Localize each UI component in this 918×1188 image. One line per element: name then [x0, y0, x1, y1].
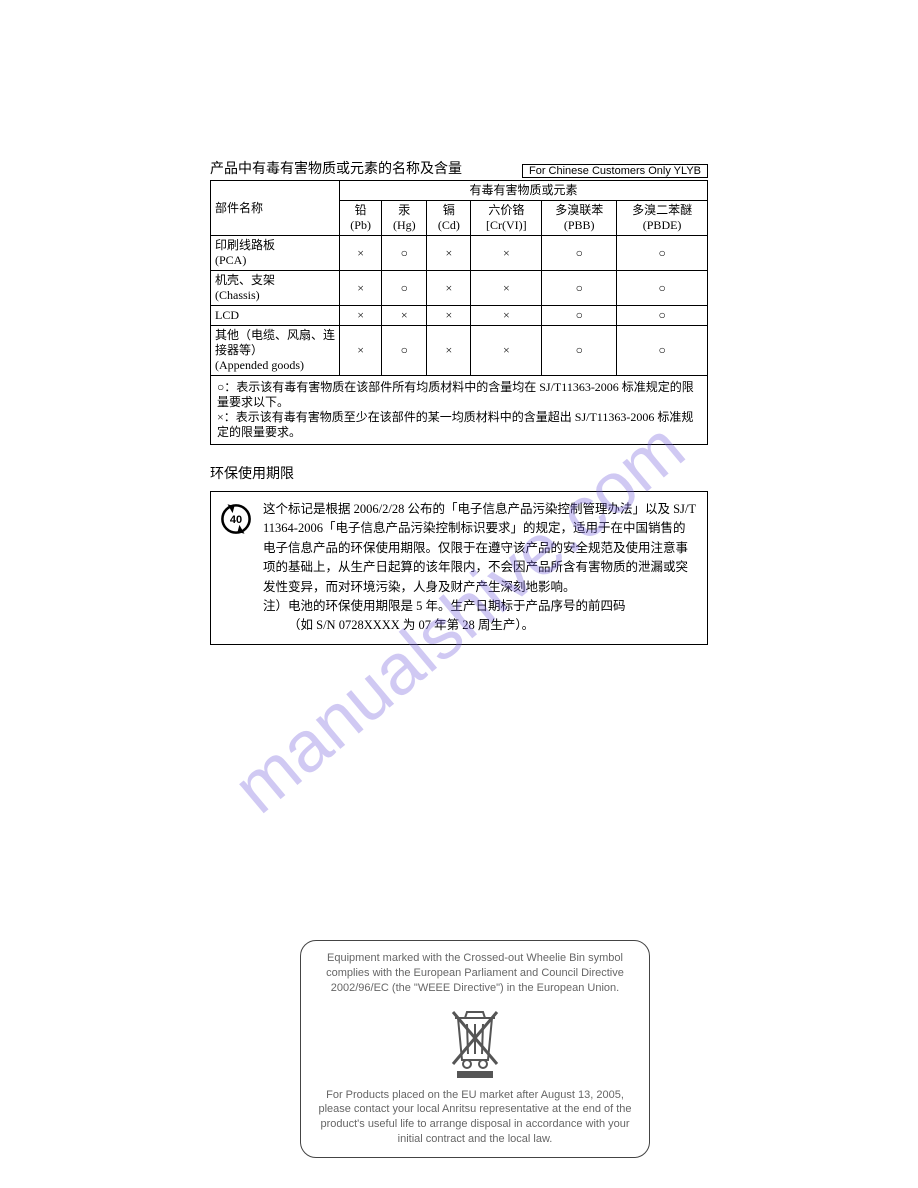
cell: ×: [471, 236, 542, 271]
cell: ×: [471, 271, 542, 306]
col-pbde-top: 多溴二苯醚: [632, 203, 692, 217]
col-pb-top: 铅: [355, 203, 367, 217]
svg-text:40: 40: [230, 514, 242, 526]
title-row: 产品中有毒有害物质或元素的名称及含量 For Chinese Customers…: [210, 158, 708, 178]
cell: ○: [542, 271, 617, 306]
col-cd-top: 镉: [443, 203, 455, 217]
col-hg-top: 汞: [398, 203, 410, 217]
cell: ○: [617, 326, 708, 376]
cell: ×: [427, 271, 471, 306]
env-section-title: 环保使用期限: [210, 463, 708, 483]
cell: ×: [471, 326, 542, 376]
env-40-icon: 40: [219, 500, 253, 636]
cell: ○: [542, 306, 617, 326]
cell: ×: [427, 326, 471, 376]
row3-en: (Appended goods): [215, 358, 304, 372]
env-p1: 这个标记是根据 2006/2/28 公布的「电子信息产品污染控制管理办法」以及 …: [263, 500, 697, 597]
table-row: 机壳、支架(Chassis) × ○ × × ○ ○: [211, 271, 708, 306]
row2-cn: LCD: [215, 308, 239, 322]
col-pbb-bot: (PBB): [564, 218, 595, 232]
weee-top-text: Equipment marked with the Crossed-out Wh…: [315, 951, 635, 996]
cell: ×: [340, 271, 382, 306]
weee-bottom-text: For Products placed on the EU market aft…: [315, 1088, 635, 1147]
row1-cn: 机壳、支架: [215, 273, 275, 287]
cell: ○: [617, 236, 708, 271]
col-pbb-top: 多溴联苯: [555, 203, 603, 217]
col-hg-bot: (Hg): [393, 218, 416, 232]
cell: ○: [617, 306, 708, 326]
substance-group-header: 有毒有害物质或元素: [340, 181, 708, 201]
row0-cn: 印刷线路板: [215, 238, 275, 252]
legend-x: ×：表示该有毒有害物质至少在该部件的某一均质材料中的含量超出 SJ/T11363…: [217, 410, 701, 440]
crossed-wheelie-bin-icon: [445, 1004, 505, 1080]
legend-o: ○：表示该有毒有害物质在该部件所有均质材料中的含量均在 SJ/T11363-20…: [217, 380, 701, 410]
cell: ×: [340, 326, 382, 376]
env-p3: （如 S/N 0728XXXX 为 07 年第 28 周生产）。: [263, 616, 697, 635]
hazardous-substances-table: 部件名称 有毒有害物质或元素 铅(Pb) 汞(Hg) 镉(Cd) 六价铬[Cr(…: [210, 180, 708, 445]
cell: ×: [382, 306, 427, 326]
col-pbde-bot: (PBDE): [643, 218, 682, 232]
weee-directive-box: Equipment marked with the Crossed-out Wh…: [300, 940, 650, 1158]
part-header: 部件名称: [211, 181, 340, 236]
cell: ×: [340, 236, 382, 271]
env-text: 这个标记是根据 2006/2/28 公布的「电子信息产品污染控制管理办法」以及 …: [263, 500, 697, 636]
col-pb-bot: (Pb): [350, 218, 371, 232]
cell: ○: [617, 271, 708, 306]
row1-en: (Chassis): [215, 288, 260, 302]
env-use-period-box: 40 这个标记是根据 2006/2/28 公布的「电子信息产品污染控制管理办法」…: [210, 491, 708, 645]
env-p2: 注）电池的环保使用期限是 5 年。生产日期标于产品序号的前四码: [263, 597, 697, 616]
table-row: 印刷线路板(PCA) × ○ × × ○ ○: [211, 236, 708, 271]
cell: ○: [542, 236, 617, 271]
row0-en: (PCA): [215, 253, 246, 267]
table-row: LCD × × × × ○ ○: [211, 306, 708, 326]
table-row: 其他（电缆、风扇、连接器等）(Appended goods) × ○ × × ○…: [211, 326, 708, 376]
cell: ○: [542, 326, 617, 376]
table-legend: ○：表示该有毒有害物质在该部件所有均质材料中的含量均在 SJ/T11363-20…: [211, 376, 708, 445]
customer-badge: For Chinese Customers Only YLYB: [522, 164, 708, 178]
row3-cn: 其他（电缆、风扇、连接器等）: [215, 328, 335, 357]
cell: ○: [382, 271, 427, 306]
cell: ×: [340, 306, 382, 326]
cell: ○: [382, 326, 427, 376]
col-cd-bot: (Cd): [438, 218, 460, 232]
col-cr-top: 六价铬: [488, 203, 524, 217]
cell: ×: [427, 236, 471, 271]
document-content: 产品中有毒有害物质或元素的名称及含量 For Chinese Customers…: [210, 158, 708, 645]
cell: ×: [471, 306, 542, 326]
col-cr-bot: [Cr(VI)]: [486, 218, 527, 232]
cell: ○: [382, 236, 427, 271]
cell: ×: [427, 306, 471, 326]
page-title: 产品中有毒有害物质或元素的名称及含量: [210, 158, 462, 178]
